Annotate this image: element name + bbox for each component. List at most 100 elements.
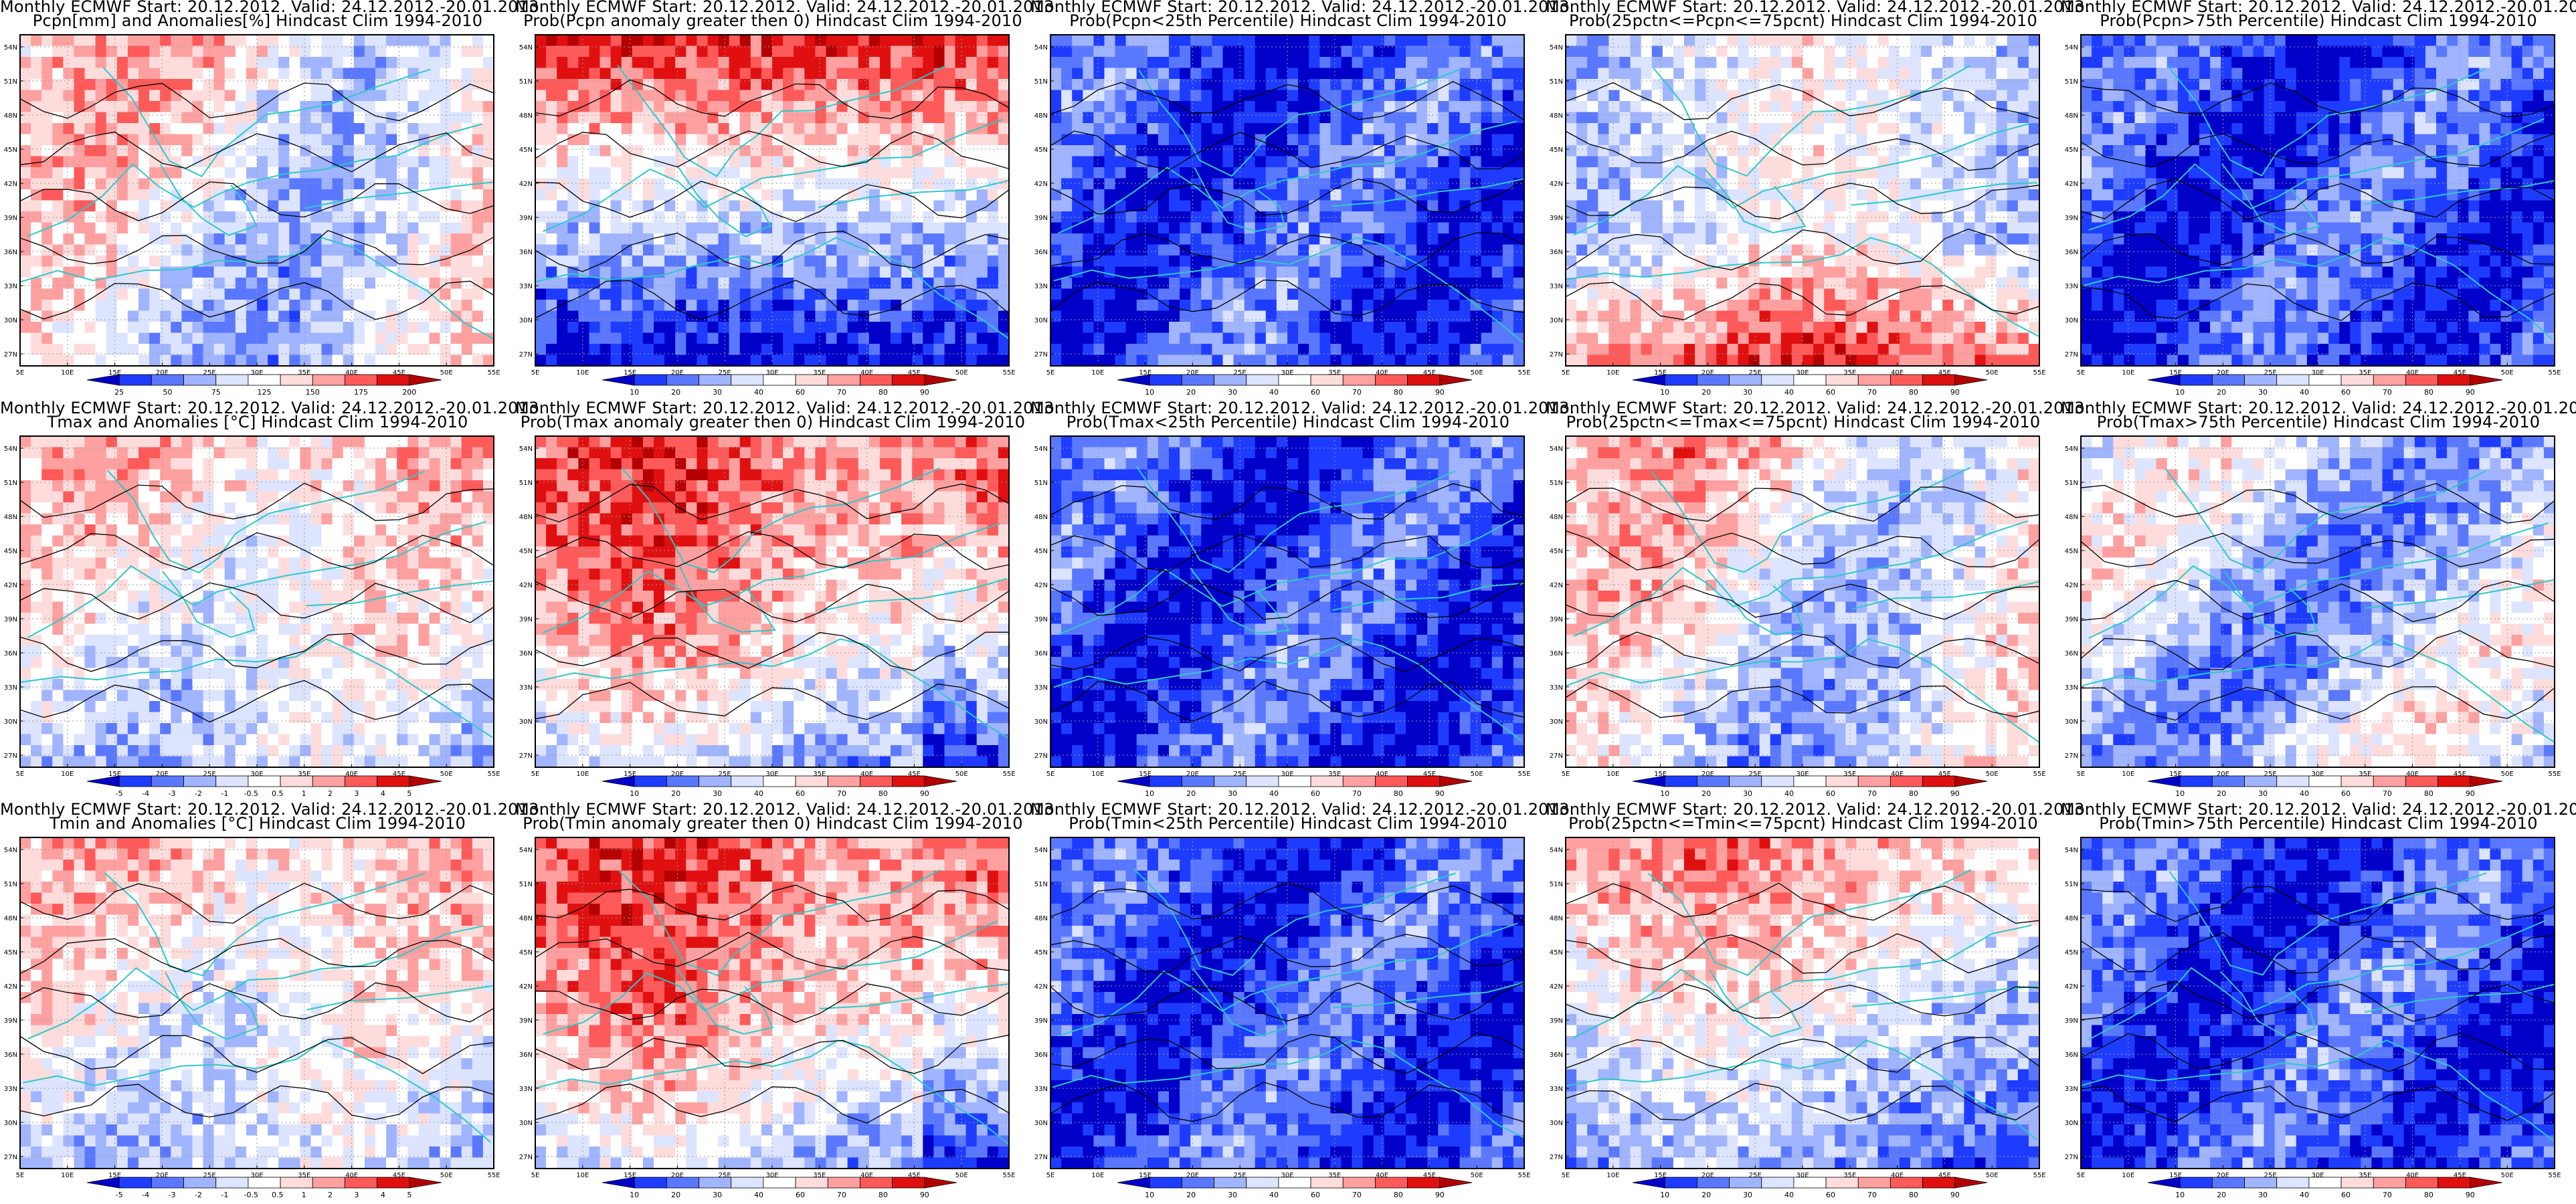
lat-tick-label: 48N: [519, 915, 533, 922]
contours: [1050, 81, 1524, 317]
lat-tick-label: 36N: [4, 650, 17, 658]
panel-title-line1: Monthly ECMWF Start: 20.12.2012. Valid: …: [1030, 400, 1574, 416]
lon-tick-label: 50E: [2501, 369, 2514, 377]
colorbar-tick-label: 20: [2217, 1191, 2226, 1199]
lon-tick-label: 20E: [156, 1172, 169, 1179]
lat-tick-label: 30N: [2065, 718, 2078, 726]
lat-tick-label: 54N: [1034, 44, 1048, 52]
colorbar-segment: [2179, 775, 2213, 787]
lon-tick-label: 15E: [624, 369, 636, 377]
lat-tick-label: 42N: [1034, 983, 1048, 991]
colorbar-segment: [1664, 1177, 1697, 1189]
colorbar-tick-label: 30: [1228, 388, 1237, 397]
colorbar-segment: [280, 374, 313, 386]
panel-title-line1: Monthly ECMWF Start: 20.12.2012. Valid: …: [515, 0, 1059, 15]
colorbar-tick-label: 90: [920, 1191, 929, 1199]
graticule: [1566, 837, 2039, 1169]
lat-tick-label: 27N: [4, 351, 17, 359]
colorbar-segment: [1342, 775, 1376, 787]
colorbar-tick-label: 175: [354, 388, 368, 397]
colorbar-tick-label: 20: [1186, 789, 1196, 798]
lon-tick-label: 45E: [393, 369, 405, 377]
colorbar-arrow-right: [2470, 775, 2503, 787]
colorbar-segment: [1149, 1177, 1182, 1189]
colorbar-segment: [763, 1177, 796, 1189]
colorbar-segment: [1696, 1177, 1730, 1189]
colorbar-arrow-left: [602, 775, 635, 787]
colorbar-arrow-left: [602, 374, 635, 386]
lat-tick-label: 51N: [1550, 78, 1563, 86]
lon-tick-label: 30E: [765, 771, 778, 778]
lon-tick-label: 10E: [1606, 771, 1619, 778]
contours: [2081, 82, 2555, 321]
lat-tick-label: 36N: [2065, 1051, 2078, 1059]
lat-tick-label: 27N: [1550, 1154, 1563, 1161]
colorbar-segment: [795, 1177, 828, 1189]
lat-tick-label: 33N: [1550, 684, 1563, 692]
lon-tick-label: 20E: [1186, 1172, 1199, 1179]
lat-tick-label: 48N: [2065, 514, 2078, 521]
lat-tick-label: 27N: [2065, 752, 2078, 760]
colorbar-tick-label: 0.5: [272, 789, 284, 798]
graticule: [535, 35, 1009, 366]
colorbar-tick-label: 80: [879, 1191, 888, 1199]
contours: [535, 79, 1009, 320]
colorbar-tick-label: 60: [796, 789, 805, 798]
contours: [20, 82, 494, 320]
panel-title-line1: Monthly ECMWF Start: 20.12.2012. Valid: …: [0, 0, 544, 15]
colorbar-segment: [2405, 374, 2439, 386]
colorbar-segment: [860, 374, 893, 386]
lat-tick-label: 39N: [4, 1017, 17, 1025]
colorbar-segment: [2437, 1177, 2471, 1189]
lon-tick-label: 25E: [719, 1172, 731, 1179]
map-panel-tmax-4: Monthly ECMWF Start: 20.12.2012. Valid: …: [1546, 400, 2090, 803]
colorbar-segment: [345, 1177, 378, 1189]
shaded-field: [1566, 837, 2039, 1169]
colorbar: 10 20 30 40 60 70 80 90: [602, 1177, 957, 1199]
lon-tick-label: 55E: [1002, 369, 1015, 377]
colorbar-tick-label: 20: [1701, 789, 1711, 798]
lat-tick-label: 42N: [519, 582, 533, 589]
lat-tick-label: 45N: [1034, 548, 1048, 555]
colorbar-segment: [1825, 775, 1859, 787]
lat-tick-label: 45N: [2065, 548, 2078, 555]
map-panel-precipitation-3: Monthly ECMWF Start: 20.12.2012. Valid: …: [1030, 0, 1574, 401]
lon-tick-label: 10E: [1091, 1172, 1104, 1179]
colorbar-segment: [1922, 1177, 1956, 1189]
colorbar-segment: [118, 374, 152, 386]
lon-tick-label: 25E: [203, 1172, 216, 1179]
panel-title-line1: Monthly ECMWF Start: 20.12.2012. Valid: …: [0, 801, 544, 817]
colorbar-tick-label: 90: [920, 789, 929, 798]
colorbar-tick-label: -4: [142, 1191, 149, 1199]
lat-tick-label: 36N: [519, 249, 533, 256]
lat-tick-label: 30N: [4, 718, 17, 726]
colorbar-tick-label: 30: [2258, 789, 2268, 798]
colorbar-segment: [1761, 775, 1795, 787]
lat-tick-label: 51N: [519, 78, 533, 86]
shaded-field: [1050, 35, 1524, 366]
colorbar-arrow-right: [409, 1177, 442, 1189]
lat-tick-label: 36N: [1550, 249, 1563, 256]
colorbar-segment: [1857, 374, 1891, 386]
lon-tick-label: 50E: [1986, 771, 1999, 778]
coastlines: [1566, 869, 2038, 1141]
panel-title-line1: Monthly ECMWF Start: 20.12.2012. Valid: …: [515, 801, 1059, 817]
lat-tick-label: 42N: [519, 983, 533, 991]
colorbar-segment: [2405, 775, 2439, 787]
lon-tick-label: 55E: [487, 771, 500, 778]
colorbar-arrow-right: [1439, 775, 1473, 787]
lat-tick-label: 27N: [1550, 351, 1563, 359]
colorbar-tick-label: 90: [2466, 1191, 2475, 1199]
lat-tick-label: 30N: [2065, 317, 2078, 324]
coastlines: [2083, 65, 2555, 340]
colorbar-segment: [1857, 775, 1891, 787]
contours: [1050, 882, 1524, 1122]
lon-tick-label: 15E: [108, 1172, 121, 1179]
contours: [1566, 882, 2039, 1122]
lon-tick-label: 35E: [298, 369, 310, 377]
